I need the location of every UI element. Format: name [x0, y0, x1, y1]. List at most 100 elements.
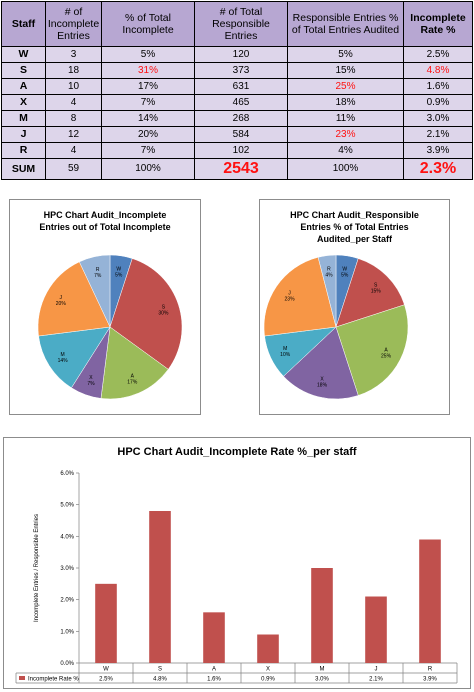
resp-pct-cell: 23% — [287, 126, 404, 143]
pie-slice-category-label: X — [89, 375, 93, 381]
pie-slice-category-label: S — [374, 282, 378, 288]
pie-slice-category-label: R — [327, 266, 331, 272]
header-incomplete: # of Incomplete Entries — [45, 1, 102, 47]
data-table-value: 4.8% — [153, 677, 167, 683]
rate-cell: 2.5% — [403, 46, 473, 63]
table-row: R 4 7% 102 4% 3.9% — [1, 142, 473, 159]
pie-slice-value-label: 18% — [317, 382, 328, 388]
pie-slice-category-label: X — [320, 376, 324, 382]
sum-row: SUM 59 100% 2543 100% 2.3% — [1, 158, 473, 180]
pct-incomplete-cell: 100% — [101, 158, 195, 180]
pie-slice-value-label: 4% — [325, 272, 333, 278]
pie-slice-j — [263, 256, 337, 337]
incomplete-cell: 18 — [45, 62, 102, 79]
pct-incomplete-cell: 7% — [101, 142, 195, 159]
incomplete-cell: 59 — [45, 158, 102, 180]
pie-slice-category-label: M — [283, 346, 287, 352]
pie-chart-plot: W5% S15% A25% X18% M10% J23% R4% — [263, 254, 409, 400]
rate-total-cell: 2.3% — [403, 158, 473, 180]
pct-incomplete-cell: 31% — [101, 62, 195, 79]
header-staff: Staff — [1, 1, 46, 47]
responsible-total-cell: 2543 — [194, 158, 288, 180]
data-table-value: 1.6% — [207, 677, 221, 683]
pie-slice-value-label: 15% — [371, 288, 382, 294]
data-table-value: 2.5% — [99, 677, 113, 683]
incomplete-cell: 4 — [45, 94, 102, 111]
bar-a — [203, 612, 225, 663]
pie-slice-category-label: W — [116, 267, 121, 273]
pie-slice-x — [283, 326, 359, 400]
y-tick-label: 5.0% — [60, 503, 74, 509]
header-responsible: # of Total Responsible Entries — [194, 1, 288, 47]
table-header-row: Staff # of Incomplete Entries % of Total… — [1, 1, 473, 47]
pct-incomplete-cell: 14% — [101, 110, 195, 127]
y-tick-label: 2.0% — [60, 598, 74, 604]
pie-slice-category-label: A — [384, 347, 388, 353]
staff-cell: SUM — [1, 158, 46, 180]
y-tick-label: 6.0% — [60, 471, 74, 477]
staff-cell: X — [1, 94, 46, 111]
pct-incomplete-cell: 7% — [101, 94, 195, 111]
pie-slice-value-label: 17% — [127, 380, 138, 386]
x-tick-label: R — [428, 667, 433, 673]
chart-title: HPC Chart Audit_Responsible Entries % of… — [290, 210, 419, 244]
pie-slice-category-label: J — [60, 295, 63, 301]
pie-slice-category-label: W — [342, 267, 347, 273]
pie-slice-a — [335, 304, 409, 396]
rate-cell: 4.8% — [403, 62, 473, 79]
pie-chart-responsible: HPC Chart Audit_Responsible Entries % of… — [259, 199, 450, 415]
pie-slice-value-label: 5% — [115, 273, 123, 279]
legend-swatch — [19, 676, 25, 680]
resp-pct-cell: 4% — [287, 142, 404, 159]
staff-cell: S — [1, 62, 46, 79]
data-table-value: 2.1% — [369, 677, 383, 683]
rate-cell: 3.9% — [403, 142, 473, 159]
legend-label: Incomplete Rate % — [28, 677, 79, 683]
pie-slice-j — [37, 261, 111, 337]
responsible-cell: 631 — [194, 78, 288, 95]
pct-incomplete-cell: 20% — [101, 126, 195, 143]
pie-slice-a — [100, 326, 169, 400]
header-pct-incomplete: % of Total Incomplete — [101, 1, 195, 47]
bar-j — [365, 596, 387, 663]
responsible-cell: 373 — [194, 62, 288, 79]
pie-slice-category-label: J — [288, 290, 291, 296]
responsible-cell: 584 — [194, 126, 288, 143]
x-tick-label: M — [320, 667, 325, 673]
pie-slice-r — [317, 254, 337, 328]
resp-pct-cell: 15% — [287, 62, 404, 79]
pie-slice-value-label: 30% — [158, 311, 169, 317]
pie-slice-s — [109, 258, 183, 370]
table-row: M 8 14% 268 11% 3.0% — [1, 110, 473, 127]
bar-r — [419, 539, 441, 663]
resp-pct-cell: 100% — [287, 158, 404, 180]
pie-chart-plot: W5%S30%A17%X7%M14%J20%R7% — [37, 254, 183, 400]
resp-pct-cell: 25% — [287, 78, 404, 95]
pie-slice-value-label: 14% — [58, 358, 69, 364]
pie-slice-value-label: 10% — [280, 352, 291, 358]
rate-cell: 0.9% — [403, 94, 473, 111]
x-tick-label: S — [158, 667, 162, 673]
y-axis-label: Incomplete Entries / Responsible Entries — [34, 514, 40, 622]
pie-slice-value-label: 7% — [87, 381, 95, 387]
incomplete-cell: 3 — [45, 46, 102, 63]
incomplete-cell: 10 — [45, 78, 102, 95]
resp-pct-cell: 18% — [287, 94, 404, 111]
bar-m — [311, 568, 333, 663]
responsible-cell: 465 — [194, 94, 288, 111]
summary-table: Staff # of Incomplete Entries % of Total… — [1, 1, 473, 180]
pct-incomplete-cell: 5% — [101, 46, 195, 63]
x-tick-label: J — [375, 667, 378, 673]
data-table-value: 3.0% — [315, 677, 329, 683]
pie-slice-m — [38, 326, 111, 389]
staff-cell: W — [1, 46, 46, 63]
data-table-value: 0.9% — [261, 677, 275, 683]
pie-slice-category-label: A — [131, 374, 135, 380]
header-rate: Incomplete Rate % — [403, 1, 473, 47]
pie-slice-category-label: S — [162, 305, 166, 311]
x-tick-label: X — [266, 667, 270, 673]
bar-w — [95, 583, 117, 663]
pie-slice-category-label: R — [96, 267, 100, 273]
y-tick-label: 3.0% — [60, 566, 74, 572]
resp-pct-cell: 5% — [287, 46, 404, 63]
